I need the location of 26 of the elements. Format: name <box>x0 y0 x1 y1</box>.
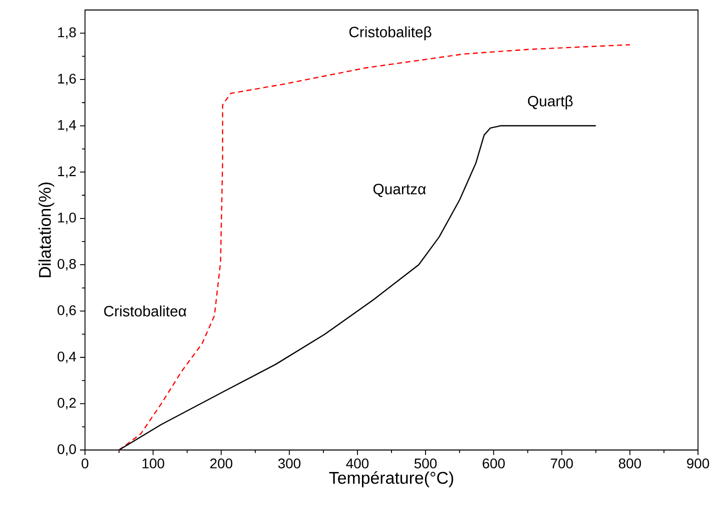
x-tick-label: 200 <box>210 458 232 468</box>
x-tick-label: 600 <box>482 458 505 468</box>
y-tick-label: 0,8 <box>58 258 76 270</box>
x-tick-label: 400 <box>346 458 369 468</box>
y-tick-label: 0,4 <box>58 352 76 364</box>
x-tick-label: 0 <box>82 458 88 468</box>
y-tick-label: 0,2 <box>58 398 76 410</box>
annotation: Quartβ <box>528 95 573 110</box>
y-tick-label: 0,6 <box>58 305 76 317</box>
x-tick-label: 500 <box>414 458 437 468</box>
x-tick-label: 100 <box>142 458 164 468</box>
x-tick-label: 800 <box>618 458 641 468</box>
y-tick-label: 1,4 <box>58 120 76 132</box>
y-tick-label: 1,8 <box>58 27 76 39</box>
annotation: Cristobaliteβ <box>349 26 432 40</box>
y-axis-title: Dilatation(%) <box>38 182 54 278</box>
y-tick-label: 1,0 <box>58 212 76 224</box>
y-tick-label: 0,0 <box>58 444 76 456</box>
x-tick-label: 300 <box>278 458 300 468</box>
annotation: Quartzα <box>373 184 426 198</box>
x-axis-title: Température(°C) <box>329 471 454 488</box>
y-tick-label: 1,6 <box>58 74 76 86</box>
y-tick-label: 1,2 <box>58 166 76 178</box>
annotation: Cristobaliteα <box>104 305 186 316</box>
x-tick-label: 900 <box>687 458 710 468</box>
x-tick-label: 700 <box>550 458 573 468</box>
